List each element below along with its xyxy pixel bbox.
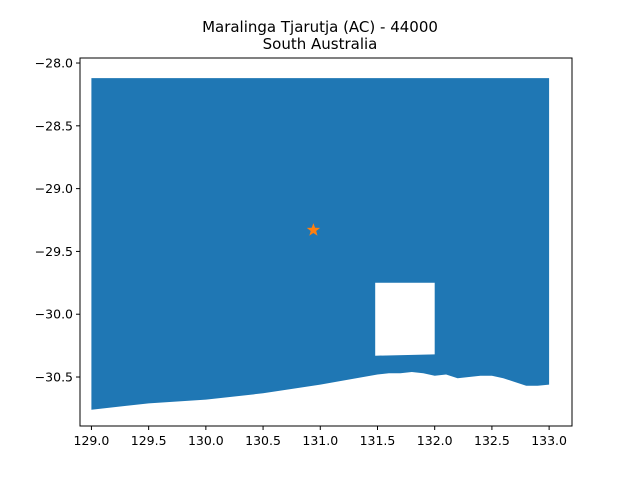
plot-frame [79, 57, 573, 427]
map-subtitle: South Australia [262, 35, 378, 53]
x-tick-label: 131.0 [302, 433, 338, 448]
y-tick-label: −28.5 [35, 118, 73, 133]
x-tick-label: 129.5 [131, 433, 167, 448]
y-tick-label: −29.0 [35, 181, 73, 196]
x-tick-label: 129.0 [74, 433, 110, 448]
x-axis: 129.0 129.5 130.0 130.5 131.0 131.5 132.0 132.5… [74, 426, 567, 448]
y-tick-label: −30.0 [35, 307, 73, 322]
y-tick-label: −30.5 [35, 370, 73, 385]
x-tick-label: 132.5 [474, 433, 510, 448]
y-axis: −28.0 −28.5 −29.0 −29.5 −30.0 −30.5 [35, 56, 80, 385]
x-tick-label: 130.0 [188, 433, 224, 448]
x-tick-label: 133.0 [531, 433, 567, 448]
plot-area [91, 78, 550, 410]
y-tick-label: −29.5 [35, 244, 73, 259]
x-tick-label: 132.0 [417, 433, 453, 448]
y-tick-label: −28.0 [35, 56, 73, 71]
star-icon [306, 223, 321, 236]
x-tick-label: 131.5 [360, 433, 396, 448]
map-title: Maralinga Tjarutja (AC) - 44000 [202, 18, 438, 36]
x-tick-label: 130.5 [245, 433, 281, 448]
region-polygon [91, 78, 550, 410]
